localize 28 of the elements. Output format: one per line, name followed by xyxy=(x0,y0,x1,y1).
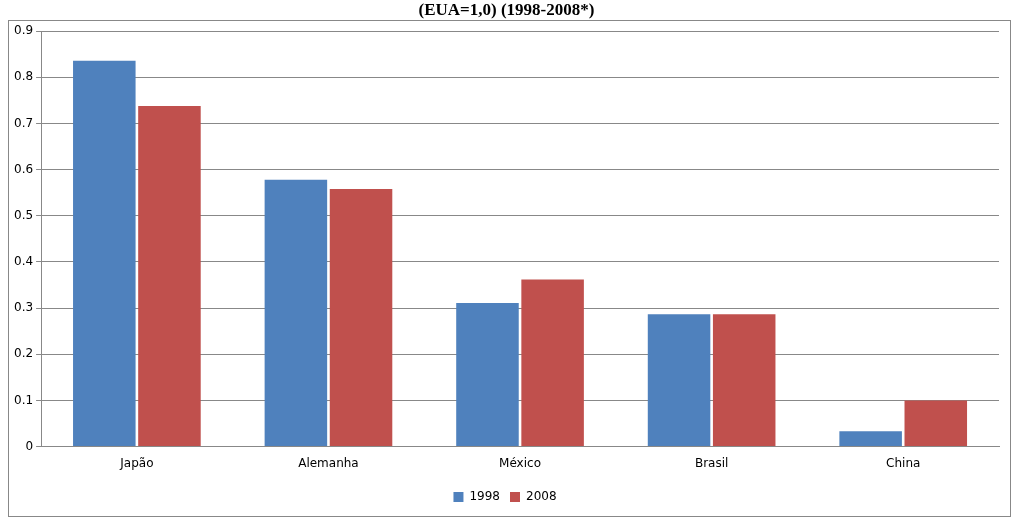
y-tick-label: 0.8 xyxy=(13,69,34,84)
y-tick-label: 0.2 xyxy=(13,346,34,361)
bar xyxy=(329,189,393,447)
y-tick-label: 0.6 xyxy=(13,161,34,176)
bar xyxy=(712,314,776,447)
y-tick-label: 0.7 xyxy=(13,115,34,130)
y-tick-label: 0.4 xyxy=(13,254,34,269)
chart-title: (EUA=1,0) (1998-2008*) xyxy=(417,0,596,19)
bar xyxy=(904,400,968,447)
bar xyxy=(456,303,519,447)
bar xyxy=(264,179,328,447)
bar xyxy=(521,279,584,447)
bar xyxy=(839,431,902,447)
x-tick-label: China xyxy=(886,455,921,470)
legend-label: 1998 xyxy=(469,489,501,504)
x-tick-label: Japão xyxy=(119,455,154,470)
x-tick-label: Alemanha xyxy=(298,455,359,470)
legend-label: 2008 xyxy=(526,489,557,504)
bar xyxy=(647,314,711,447)
bar xyxy=(138,105,201,447)
x-tick-label: México xyxy=(499,455,541,470)
y-tick-label: 0.3 xyxy=(13,300,34,315)
y-tick-label: 0 xyxy=(25,438,34,453)
y-tick-label: 0.1 xyxy=(13,392,34,407)
y-tick-label: 0.9 xyxy=(13,23,34,38)
x-tick-label: Brasil xyxy=(694,455,729,470)
bar xyxy=(73,60,136,447)
y-tick-label: 0.5 xyxy=(13,207,34,222)
